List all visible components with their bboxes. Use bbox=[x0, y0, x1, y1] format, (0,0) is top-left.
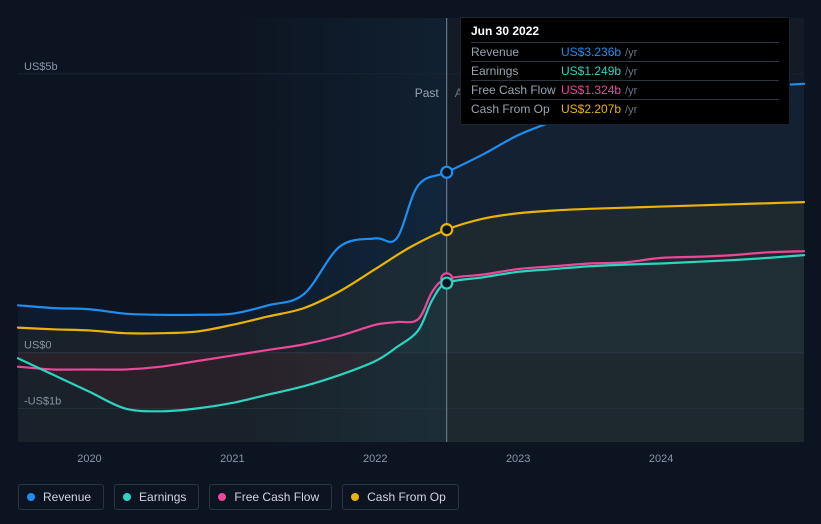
tooltip-value: US$2.207b bbox=[561, 102, 621, 116]
legend-dot-icon bbox=[27, 493, 35, 501]
legend-label: Free Cash Flow bbox=[234, 490, 319, 504]
legend-label: Cash From Op bbox=[367, 490, 446, 504]
tooltip-label: Earnings bbox=[471, 64, 561, 78]
y-axis-label: US$5b bbox=[24, 61, 58, 73]
past-label: Past bbox=[415, 86, 440, 100]
tooltip-row: Free Cash FlowUS$1.324b/yr bbox=[471, 80, 779, 99]
x-axis-label: 2021 bbox=[220, 453, 244, 465]
tooltip-label: Free Cash Flow bbox=[471, 83, 561, 97]
tooltip-row: EarningsUS$1.249b/yr bbox=[471, 61, 779, 80]
legend-label: Revenue bbox=[43, 490, 91, 504]
legend-dot-icon bbox=[123, 493, 131, 501]
revenue-marker bbox=[441, 167, 452, 178]
tooltip-unit: /yr bbox=[625, 85, 637, 97]
tooltip-unit: /yr bbox=[625, 104, 637, 116]
tooltip-row: RevenueUS$3.236b/yr bbox=[471, 42, 779, 61]
legend-dot-icon bbox=[218, 493, 226, 501]
x-axis-label: 2023 bbox=[506, 453, 530, 465]
legend-item[interactable]: Earnings bbox=[114, 484, 199, 510]
tooltip: Jun 30 2022RevenueUS$3.236b/yrEarningsUS… bbox=[460, 17, 790, 125]
tooltip-unit: /yr bbox=[625, 47, 637, 59]
tooltip-date: Jun 30 2022 bbox=[471, 24, 779, 42]
legend-label: Earnings bbox=[139, 490, 186, 504]
tooltip-label: Cash From Op bbox=[471, 102, 561, 116]
tooltip-unit: /yr bbox=[625, 66, 637, 78]
tooltip-row: Cash From OpUS$2.207b/yr bbox=[471, 99, 779, 118]
cash_from_op-marker bbox=[441, 224, 452, 235]
tooltip-value: US$1.324b bbox=[561, 83, 621, 97]
legend-dot-icon bbox=[351, 493, 359, 501]
x-axis-label: 2022 bbox=[363, 453, 387, 465]
tooltip-label: Revenue bbox=[471, 45, 561, 59]
earnings-marker bbox=[441, 278, 452, 289]
tooltip-value: US$1.249b bbox=[561, 64, 621, 78]
tooltip-value: US$3.236b bbox=[561, 45, 621, 59]
chart-root: US$5bUS$0-US$1bPastAnalysts Forecasts202… bbox=[0, 0, 821, 524]
legend-item[interactable]: Revenue bbox=[18, 484, 104, 510]
legend-item[interactable]: Free Cash Flow bbox=[209, 484, 332, 510]
x-axis-label: 2024 bbox=[649, 453, 673, 465]
legend-item[interactable]: Cash From Op bbox=[342, 484, 459, 510]
x-axis-label: 2020 bbox=[77, 453, 101, 465]
legend: Revenue Earnings Free Cash Flow Cash From O… bbox=[18, 484, 459, 510]
